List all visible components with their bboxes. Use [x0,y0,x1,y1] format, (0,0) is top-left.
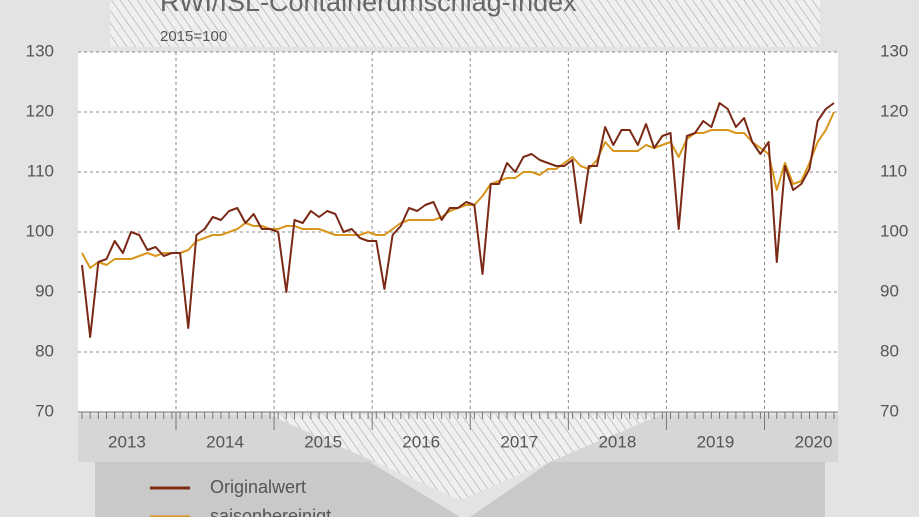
x-tick-label: 2019 [697,432,735,451]
y2-tick-label: 90 [880,281,899,300]
y2-tick-label: 130 [880,41,908,60]
x-tick-label: 2020 [795,432,833,451]
y2-tick-label: 110 [880,161,907,180]
y2-tick-label: 120 [880,101,908,120]
lower-panel [470,462,825,517]
x-tick-label: 2016 [402,432,440,451]
x-tick-label: 2018 [598,432,636,451]
legend-label: Originalwert [210,477,306,497]
x-tick-label: 2015 [304,432,342,451]
y-tick-label: 100 [26,221,54,240]
legend-label: saisonbereinigt [210,506,331,517]
y-tick-label: 70 [35,401,54,420]
chart-title: RWI/ISL-Containerumschlag-Index [160,0,577,17]
chart-subtitle: 2015=100 [160,28,227,45]
y-tick-label: 80 [35,341,54,360]
y-tick-label: 130 [26,41,54,60]
x-tick-label: 2013 [108,432,146,451]
title-panel [110,0,820,47]
hatch-wedge [270,415,660,500]
y2-tick-label: 100 [880,221,908,240]
y-tick-label: 110 [27,161,54,180]
y2-tick-label: 80 [880,341,899,360]
y2-tick-label: 70 [880,401,899,420]
legend-panel [95,462,460,517]
y-tick-label: 90 [35,281,54,300]
y-tick-label: 120 [26,101,54,120]
line-series [81,102,835,338]
x-tick-label: 2014 [206,432,244,451]
x-tick-label: 2017 [500,432,538,451]
